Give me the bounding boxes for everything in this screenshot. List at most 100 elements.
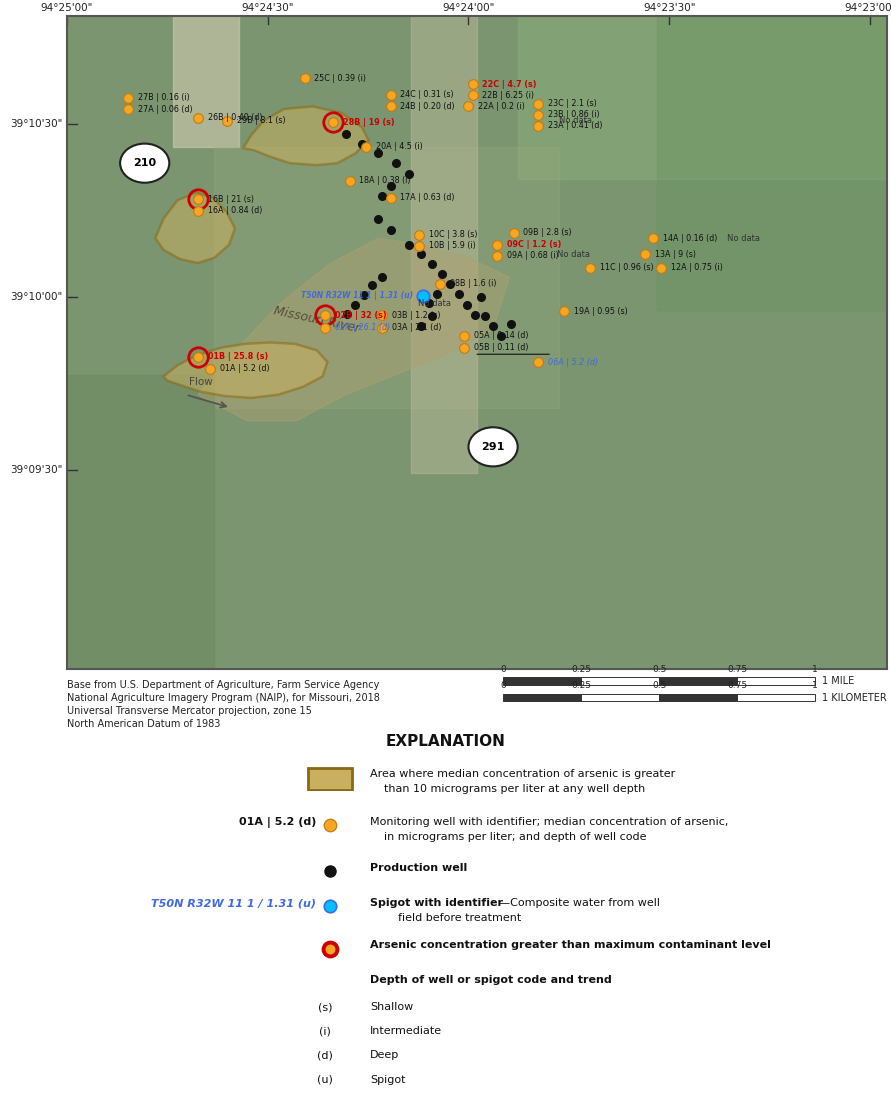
Text: 03A | 2.1 (d): 03A | 2.1 (d) (392, 323, 442, 332)
Text: 19A | 0.95 (s): 19A | 0.95 (s) (574, 307, 628, 316)
Text: 09B | 2.8 (s): 09B | 2.8 (s) (523, 228, 572, 238)
Text: No data: No data (559, 116, 592, 125)
Text: 10B | 5.9 (i): 10B | 5.9 (i) (429, 241, 476, 251)
Text: Production well: Production well (370, 863, 467, 874)
Bar (411, 16, 477, 473)
Text: 18A | 0.38 (i): 18A | 0.38 (i) (359, 176, 411, 185)
Polygon shape (198, 238, 510, 421)
Text: Monitoring well with identifier; median concentration of arsenic,: Monitoring well with identifier; median … (370, 817, 728, 827)
Text: (i): (i) (319, 1026, 331, 1037)
Text: 291: 291 (481, 442, 505, 452)
Text: 12A | 0.75 (i): 12A | 0.75 (i) (671, 263, 723, 272)
Text: (s): (s) (318, 1002, 332, 1013)
Text: 0.75: 0.75 (727, 682, 748, 690)
Bar (518, 16, 887, 180)
Text: 23C | 2.1 (s): 23C | 2.1 (s) (548, 100, 597, 109)
Text: 16B | 21 (s): 16B | 21 (s) (208, 194, 254, 204)
Text: Base from U.S. Department of Agriculture, Farm Service Agency: Base from U.S. Department of Agriculture… (67, 680, 380, 689)
Bar (503, 694, 581, 701)
Text: 1 MILE: 1 MILE (822, 676, 854, 686)
Polygon shape (164, 342, 328, 398)
Bar (581, 694, 659, 701)
Text: 17A | 0.63 (d): 17A | 0.63 (d) (400, 193, 455, 203)
Text: 09C | 1.2 (s): 09C | 1.2 (s) (507, 240, 561, 249)
Text: 08B | 1.6 (i): 08B | 1.6 (i) (450, 279, 496, 288)
Text: 01B | 25.8 (s): 01B | 25.8 (s) (208, 352, 268, 362)
Text: Missouri River: Missouri River (273, 305, 361, 335)
Text: 22B | 6.25 (i): 22B | 6.25 (i) (482, 91, 535, 100)
Circle shape (120, 144, 169, 183)
Text: 10C | 3.8 (s): 10C | 3.8 (s) (429, 230, 478, 239)
Text: 94°24'00": 94°24'00" (442, 3, 495, 13)
Text: 39°10'00": 39°10'00" (10, 292, 62, 301)
Text: Deep: Deep (370, 1050, 399, 1061)
Text: 94°23'00": 94°23'00" (844, 3, 891, 13)
Text: 210: 210 (133, 158, 156, 168)
Text: Depth of well or spigot code and trend: Depth of well or spigot code and trend (370, 974, 611, 985)
Text: No data: No data (557, 250, 590, 259)
Text: No data: No data (727, 233, 760, 242)
Text: 03B | 1.2 (s): 03B | 1.2 (s) (392, 310, 441, 320)
Text: 13A | 9 (s): 13A | 9 (s) (655, 250, 696, 259)
Text: 01A | 5.2 (d): 01A | 5.2 (d) (220, 364, 270, 373)
Text: 02B | 32 (s): 02B | 32 (s) (335, 310, 387, 320)
Text: Intermediate: Intermediate (370, 1026, 442, 1037)
Text: 27B | 0.16 (i): 27B | 0.16 (i) (138, 93, 190, 102)
Text: 05A | 0.14 (d): 05A | 0.14 (d) (474, 331, 528, 341)
Text: 05B | 0.11 (d): 05B | 0.11 (d) (474, 343, 528, 352)
Text: 0: 0 (501, 665, 506, 674)
Circle shape (469, 427, 518, 467)
Text: 1: 1 (813, 665, 818, 674)
Text: 1 KILOMETER: 1 KILOMETER (822, 693, 887, 703)
Text: 27A | 0.06 (d): 27A | 0.06 (d) (138, 104, 192, 114)
Text: Shallow: Shallow (370, 1002, 413, 1013)
Text: National Agriculture Imagery Program (NAIP), for Missouri, 2018: National Agriculture Imagery Program (NA… (67, 693, 380, 703)
Text: 23A | 0.41 (d): 23A | 0.41 (d) (548, 122, 602, 130)
Text: (d): (d) (317, 1050, 333, 1061)
Text: 1: 1 (813, 682, 818, 690)
Polygon shape (243, 106, 369, 165)
Bar (174, 16, 239, 147)
Bar (215, 147, 559, 408)
Text: 24B | 0.20 (d): 24B | 0.20 (d) (400, 102, 455, 111)
Text: 0.5: 0.5 (652, 682, 666, 690)
Text: 01A | 5.2 (d): 01A | 5.2 (d) (239, 817, 316, 827)
Text: than 10 micrograms per liter at any well depth: than 10 micrograms per liter at any well… (370, 784, 645, 794)
Text: 0.75: 0.75 (727, 665, 748, 674)
Text: 28B | 19 (s): 28B | 19 (s) (343, 117, 395, 126)
Text: Area where median concentration of arsenic is greater: Area where median concentration of arsen… (370, 769, 675, 779)
Text: 20A | 4.5 (i): 20A | 4.5 (i) (376, 142, 422, 151)
Text: No data: No data (418, 299, 451, 308)
Text: 22C | 4.7 (s): 22C | 4.7 (s) (482, 80, 537, 89)
Text: Universal Transverse Mercator projection, zone 15: Universal Transverse Mercator projection… (67, 706, 312, 716)
Text: 09A | 0.68 (i): 09A | 0.68 (i) (507, 251, 559, 260)
Text: in micrograms per liter; and depth of well code: in micrograms per liter; and depth of we… (370, 832, 646, 843)
Text: 39°10'30": 39°10'30" (10, 119, 62, 129)
Text: EXPLANATION: EXPLANATION (386, 734, 505, 750)
Bar (737, 677, 815, 685)
Text: Spigot with identifier: Spigot with identifier (370, 898, 503, 909)
Text: 0: 0 (501, 682, 506, 690)
Text: 0.5: 0.5 (652, 665, 666, 674)
Text: 11C | 0.96 (s): 11C | 0.96 (s) (600, 263, 653, 272)
Text: 24C | 0.31 (s): 24C | 0.31 (s) (400, 90, 454, 100)
Bar (67, 375, 215, 669)
Text: 14A | 0.16 (d): 14A | 0.16 (d) (663, 233, 717, 242)
Text: 16A | 0.84 (d): 16A | 0.84 (d) (208, 206, 262, 215)
Bar (581, 677, 659, 685)
Text: 22A | 0.2 (i): 22A | 0.2 (i) (478, 102, 525, 111)
Text: 29B | 8.1 (s): 29B | 8.1 (s) (236, 116, 285, 125)
Bar (659, 677, 738, 685)
Text: (u): (u) (317, 1074, 333, 1085)
Text: North American Datum of 1983: North American Datum of 1983 (67, 719, 220, 729)
Text: 02A | 26.1 (d): 02A | 26.1 (d) (335, 323, 390, 332)
Text: 25C | 0.39 (i): 25C | 0.39 (i) (315, 73, 366, 83)
Text: field before treatment: field before treatment (370, 913, 521, 924)
Bar (737, 694, 815, 701)
Text: T50N R32W 11 1 | 1.31 (u): T50N R32W 11 1 | 1.31 (u) (301, 292, 413, 300)
Text: 94°25'00": 94°25'00" (41, 3, 93, 13)
Bar (503, 677, 581, 685)
Text: 0.25: 0.25 (571, 682, 592, 690)
Text: 94°23'30": 94°23'30" (643, 3, 696, 13)
Text: 94°24'30": 94°24'30" (241, 3, 294, 13)
